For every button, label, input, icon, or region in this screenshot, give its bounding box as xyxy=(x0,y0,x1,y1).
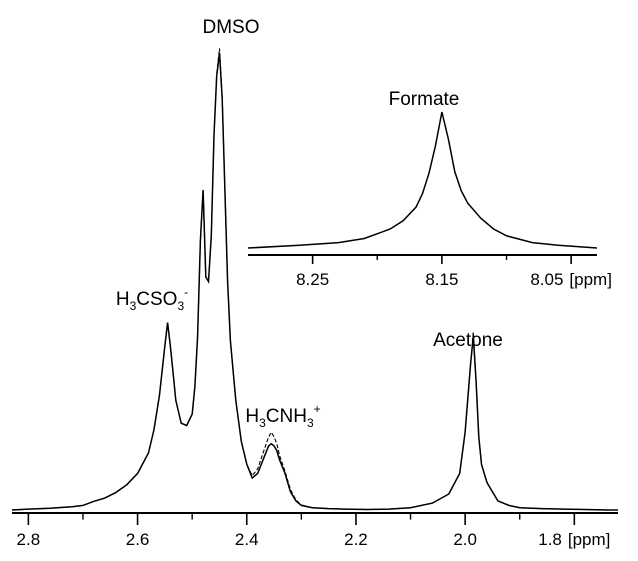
inset-tick-label: 8.15 xyxy=(425,270,458,289)
inset-x-axis: 8.25 8.15 8.05 [ppm] xyxy=(248,254,612,289)
main-series-dashed-line xyxy=(11,48,618,511)
main-spectrum-series-group xyxy=(11,48,618,511)
main-unit-label: [ppm] xyxy=(568,530,611,549)
inset-unit-label: [ppm] xyxy=(569,270,612,289)
inset-spectrum-series-group xyxy=(247,111,598,249)
methylammonium-peak-label: H3CNH3+ xyxy=(245,402,320,430)
main-tick-label: 2.2 xyxy=(344,530,368,549)
inset-series-solid-line xyxy=(247,111,598,249)
dmso-peak-label: DMSO xyxy=(203,17,260,38)
formate-peak-label: Formate xyxy=(389,89,460,110)
main-tick-label: 1.8 [ppm] xyxy=(538,530,610,549)
acetone-peak-label: Acetone xyxy=(433,330,503,351)
inset-tick-label: 8.25 xyxy=(296,270,329,289)
methanesulfonate-peak-label: H3CSO3- xyxy=(116,285,188,313)
inset-tick-label: 8.05 [ppm] xyxy=(530,270,612,289)
peak-label-group: DMSO H3CSO3- H3CNH3+ Acetone Formate xyxy=(116,17,503,430)
main-tick-label: 2.6 xyxy=(126,530,150,549)
main-tick-label: 2.8 xyxy=(17,530,41,549)
main-tick-label: 2.4 xyxy=(235,530,259,549)
main-tick-label: 2.0 xyxy=(453,530,477,549)
main-x-axis: 2.8 2.6 2.4 2.2 2.0 1.8 [ppm] xyxy=(12,512,618,549)
